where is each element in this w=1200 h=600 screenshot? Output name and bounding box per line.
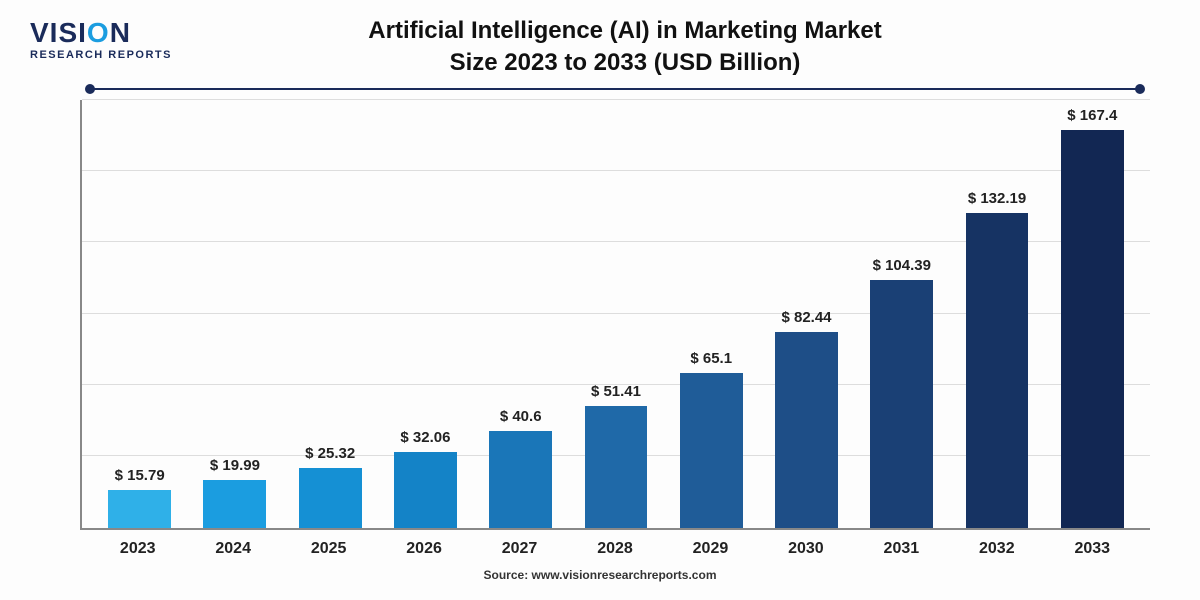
source-text: Source: www.visionresearchreports.com — [30, 568, 1170, 582]
x-axis-label: 2023 — [90, 540, 185, 558]
bar — [680, 373, 743, 528]
bar-value-label: $ 51.41 — [591, 383, 641, 400]
bar-slot: $ 25.32 — [283, 100, 378, 528]
title-line1: Artificial Intelligence (AI) in Marketin… — [368, 17, 881, 44]
chart-title: Artificial Intelligence (AI) in Marketin… — [200, 15, 1050, 80]
logo-text-pre: VISI — [30, 17, 87, 48]
logo: VISION RESEARCH REPORTS — [30, 15, 180, 61]
bar-slot: $ 32.06 — [378, 100, 473, 528]
bar — [394, 452, 457, 528]
bar-slot: $ 15.79 — [92, 100, 187, 528]
bar — [203, 480, 266, 528]
bar — [585, 406, 648, 528]
bar-value-label: $ 15.79 — [115, 467, 165, 484]
bar-slot: $ 51.41 — [568, 100, 663, 528]
bar — [1061, 130, 1124, 528]
x-axis-label: 2027 — [472, 540, 567, 558]
logo-text-accent: O — [87, 17, 110, 48]
bar — [108, 490, 171, 528]
bar-value-label: $ 65.1 — [690, 350, 732, 367]
x-axis-label: 2032 — [949, 540, 1044, 558]
bar-value-label: $ 32.06 — [400, 429, 450, 446]
bar-slot: $ 132.19 — [949, 100, 1044, 528]
x-axis-label: 2024 — [185, 540, 280, 558]
bar-slot: $ 40.6 — [473, 100, 568, 528]
chart-container: VISION RESEARCH REPORTS Artificial Intel… — [0, 0, 1200, 600]
x-axis-label: 2025 — [281, 540, 376, 558]
bar-slot: $ 65.1 — [664, 100, 759, 528]
bar — [489, 431, 552, 528]
x-axis-label: 2028 — [567, 540, 662, 558]
title-line2: Size 2023 to 2033 (USD Billion) — [450, 49, 801, 76]
bar-value-label: $ 25.32 — [305, 445, 355, 462]
bar-slot: $ 104.39 — [854, 100, 949, 528]
bar-value-label: $ 40.6 — [500, 408, 542, 425]
title-divider — [90, 88, 1140, 90]
x-axis-label: 2029 — [663, 540, 758, 558]
logo-text-post: N — [110, 17, 131, 48]
logo-sub: RESEARCH REPORTS — [30, 49, 180, 61]
bar-slot: $ 167.4 — [1045, 100, 1140, 528]
header: VISION RESEARCH REPORTS Artificial Intel… — [30, 15, 1170, 80]
bar-value-label: $ 82.44 — [781, 309, 831, 326]
bar-value-label: $ 167.4 — [1067, 107, 1117, 124]
bars-group: $ 15.79 $ 19.99 $ 25.32 $ 32.06 $ 40.6 $ 51.4… — [82, 100, 1150, 528]
x-axis-label: 2026 — [376, 540, 471, 558]
x-axis-label: 2033 — [1045, 540, 1140, 558]
bar — [966, 213, 1029, 527]
bar — [775, 332, 838, 528]
x-axis-label: 2030 — [758, 540, 853, 558]
bar-value-label: $ 19.99 — [210, 457, 260, 474]
bar — [299, 468, 362, 528]
bar — [870, 280, 933, 528]
chart-area: $ 15.79 $ 19.99 $ 25.32 $ 32.06 $ 40.6 $ 51.4… — [80, 100, 1150, 530]
bar-slot: $ 82.44 — [759, 100, 854, 528]
bar-slot: $ 19.99 — [187, 100, 282, 528]
x-axis-labels: 2023202420252026202720282029203020312032… — [80, 540, 1150, 558]
bar-value-label: $ 132.19 — [968, 190, 1026, 207]
x-axis-label: 2031 — [854, 540, 949, 558]
logo-main: VISION — [30, 19, 180, 47]
title-wrap: Artificial Intelligence (AI) in Marketin… — [200, 15, 1170, 80]
bar-value-label: $ 104.39 — [873, 257, 931, 274]
